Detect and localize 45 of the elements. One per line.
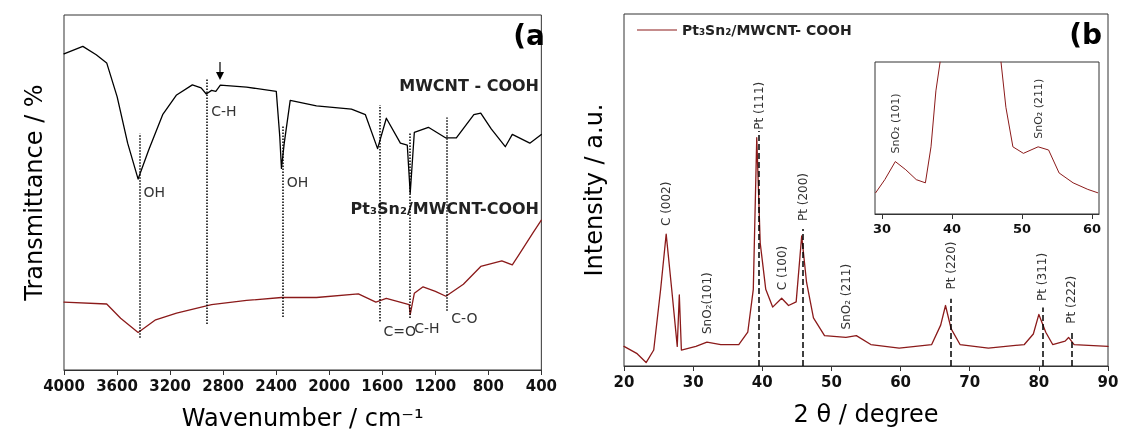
x-tick-label: 50 [1012,221,1032,236]
x-tick-label: 1200 [414,376,457,395]
annotation: SnO₂ (211) [1031,78,1045,139]
x-tick-label: 2000 [308,376,351,395]
x-axis-title: 2 θ / degree [793,400,939,428]
x-tick-label: 40 [942,221,962,236]
annotation: C (100) [774,245,789,291]
y-axis-title: Intensity / a.u. [580,103,608,277]
x-tick-label: 90 [1097,372,1119,391]
x-tick-label: 50 [820,372,842,391]
annotation: Pt (111) [751,81,766,130]
annotation: Pt (311) [1035,252,1050,301]
x-tick-label: 2800 [202,376,244,395]
annotation: Pt (222) [1064,275,1079,324]
x-tick-label: 400 [525,376,557,395]
x-tick-label: 2400 [255,376,298,395]
annotation: C-H [414,319,440,336]
series-label: MWCNT - COOH [399,75,539,95]
annotation: Pt (200) [796,173,811,222]
x-axis-title: Wavenumber / cm⁻¹ [181,404,424,432]
x-tick-label: 70 [959,372,981,391]
text: (b [1069,17,1102,51]
x-tick-label: 4000 [43,376,85,395]
annotation: C-H [211,103,237,120]
legend-label: Pt₃Sn₂/MWCNT- COOH [682,22,852,38]
annotation: OH [143,184,166,201]
x-tick-label: 3600 [96,376,138,395]
x-tick-label: 800 [472,376,504,395]
x-tick-label: 60 [1082,221,1102,236]
annotation: C-O [451,310,478,327]
x-tick-label: 60 [890,372,912,391]
x-tick-label: 3200 [149,376,191,395]
x-tick-label: 30 [872,221,892,236]
x-tick-label: 40 [751,372,773,391]
x-tick-label: 30 [682,372,704,391]
annotation: C (002) [659,181,674,227]
x-tick-label: 80 [1028,372,1050,391]
x-tick-label: 1600 [361,376,404,395]
x-tick-label: 20 [613,372,635,391]
y-axis-title: Transmittance / % [20,84,48,302]
annotation: OH [286,174,309,191]
annotation: SnO₂ (211) [838,263,853,330]
annotation: SnO₂(101) [699,272,714,335]
annotation: SnO₂ (101) [888,93,902,154]
annotation: Pt (220) [944,241,959,290]
